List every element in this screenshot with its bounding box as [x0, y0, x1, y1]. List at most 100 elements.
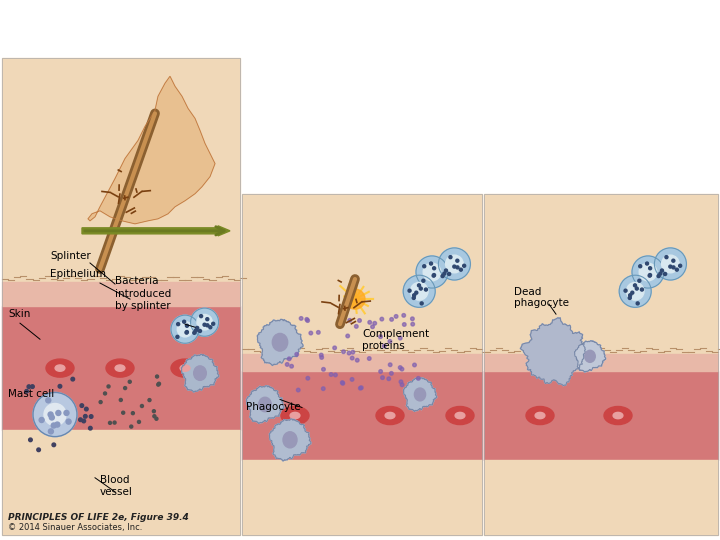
Circle shape	[419, 287, 423, 290]
Circle shape	[387, 377, 390, 381]
Circle shape	[345, 289, 365, 309]
Circle shape	[368, 321, 372, 324]
Ellipse shape	[115, 365, 125, 372]
Circle shape	[379, 370, 382, 373]
Circle shape	[84, 415, 87, 418]
Circle shape	[382, 344, 386, 348]
Circle shape	[333, 373, 337, 377]
Circle shape	[285, 363, 289, 366]
Ellipse shape	[585, 350, 595, 362]
Circle shape	[71, 377, 75, 381]
Bar	[484, 194, 718, 535]
Circle shape	[444, 269, 447, 272]
Circle shape	[341, 382, 345, 385]
Circle shape	[203, 323, 206, 326]
Ellipse shape	[446, 407, 474, 424]
Text: Splinter: Splinter	[50, 251, 91, 261]
Circle shape	[52, 443, 55, 447]
Text: Complement
proteins: Complement proteins	[362, 329, 429, 352]
Circle shape	[153, 415, 156, 418]
Circle shape	[379, 335, 382, 339]
Circle shape	[124, 387, 127, 389]
Circle shape	[39, 417, 44, 422]
Circle shape	[388, 363, 392, 367]
Ellipse shape	[613, 413, 623, 418]
Circle shape	[341, 381, 344, 384]
Circle shape	[185, 331, 188, 334]
Circle shape	[24, 389, 28, 393]
Circle shape	[675, 268, 678, 271]
Circle shape	[84, 407, 88, 411]
Bar	[2, 430, 240, 535]
Circle shape	[351, 356, 354, 360]
Ellipse shape	[604, 407, 632, 424]
Bar	[242, 460, 482, 535]
Circle shape	[350, 377, 354, 381]
Circle shape	[456, 266, 459, 269]
Circle shape	[50, 415, 54, 420]
Circle shape	[416, 256, 448, 288]
Circle shape	[408, 289, 411, 292]
Circle shape	[456, 259, 459, 262]
Circle shape	[27, 385, 31, 388]
Polygon shape	[575, 341, 606, 372]
Circle shape	[660, 269, 663, 272]
Circle shape	[148, 399, 151, 402]
Bar	[2, 58, 240, 535]
Circle shape	[33, 393, 77, 437]
Text: © 2014 Sinauer Associates, Inc.: © 2014 Sinauer Associates, Inc.	[8, 523, 143, 532]
Circle shape	[287, 357, 291, 361]
Circle shape	[351, 350, 355, 354]
Circle shape	[448, 273, 451, 275]
Circle shape	[672, 259, 675, 262]
Circle shape	[400, 367, 404, 371]
Circle shape	[635, 287, 639, 290]
Circle shape	[413, 296, 415, 300]
Circle shape	[646, 262, 649, 265]
Circle shape	[305, 318, 309, 321]
Circle shape	[371, 325, 374, 328]
Circle shape	[423, 265, 426, 268]
Circle shape	[629, 296, 631, 300]
Circle shape	[356, 359, 359, 362]
Ellipse shape	[535, 413, 545, 418]
Text: Dead
phagocyte: Dead phagocyte	[514, 287, 569, 308]
FancyArrow shape	[82, 226, 230, 236]
Circle shape	[662, 255, 679, 273]
Text: Epithelium: Epithelium	[50, 269, 106, 279]
Bar	[2, 306, 240, 430]
Circle shape	[56, 410, 61, 415]
Bar	[484, 354, 718, 371]
Circle shape	[300, 316, 303, 320]
Bar	[242, 194, 482, 535]
Bar	[484, 371, 718, 460]
Bar	[484, 460, 718, 535]
Circle shape	[333, 346, 336, 350]
Bar	[484, 194, 718, 535]
Circle shape	[632, 256, 664, 288]
Polygon shape	[257, 319, 303, 366]
Circle shape	[196, 327, 199, 329]
Circle shape	[130, 425, 132, 428]
Circle shape	[672, 266, 675, 269]
Circle shape	[206, 318, 209, 321]
Circle shape	[51, 423, 56, 428]
Circle shape	[399, 380, 402, 383]
Text: Bacteria
introduced
by splinter: Bacteria introduced by splinter	[115, 276, 171, 311]
Circle shape	[657, 274, 660, 278]
Circle shape	[37, 448, 40, 451]
Text: Phagocyte: Phagocyte	[246, 402, 301, 411]
Circle shape	[131, 411, 135, 415]
Circle shape	[194, 329, 197, 332]
Circle shape	[410, 317, 414, 321]
Circle shape	[402, 314, 405, 317]
Circle shape	[347, 351, 351, 355]
Circle shape	[295, 353, 299, 356]
Circle shape	[659, 272, 662, 275]
Ellipse shape	[258, 397, 271, 411]
Circle shape	[320, 356, 323, 359]
Circle shape	[113, 421, 116, 424]
Circle shape	[654, 248, 686, 280]
Circle shape	[80, 404, 84, 407]
Circle shape	[322, 368, 325, 371]
